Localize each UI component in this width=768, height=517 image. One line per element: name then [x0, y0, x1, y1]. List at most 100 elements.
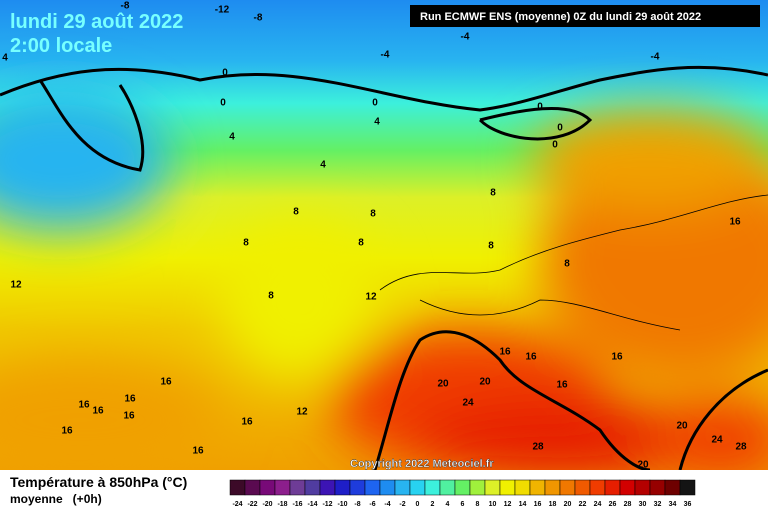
contour-label: 0 — [220, 98, 226, 109]
contour-label: -12 — [215, 5, 230, 16]
date-title: lundi 29 août 2022 — [10, 11, 183, 33]
scale-label: -14 — [307, 501, 317, 508]
scale-swatch — [304, 479, 321, 496]
scale-swatch — [349, 479, 366, 496]
contour-label: 16 — [192, 446, 204, 457]
contour-label: -8 — [254, 13, 263, 24]
scale-label: -8 — [354, 501, 360, 508]
scale-label: -4 — [384, 501, 390, 508]
temperature-field — [0, 90, 768, 480]
time-title: 2:00 locale — [10, 35, 112, 57]
isotherm — [478, 107, 593, 141]
scale-swatch — [394, 479, 411, 496]
contour-label: 20 — [479, 377, 491, 388]
scale-swatch — [469, 479, 486, 496]
contour-label: 16 — [525, 352, 537, 363]
contour-label: 16 — [499, 347, 511, 358]
contour-label: 12 — [365, 292, 377, 303]
scale-label: -22 — [247, 501, 257, 508]
scale-label: -24 — [232, 501, 242, 508]
scale-label: 24 — [594, 501, 602, 508]
scale-swatch — [454, 479, 471, 496]
scale-label: -6 — [369, 501, 375, 508]
contour-label: -4 — [651, 52, 660, 63]
scale-label: -10 — [337, 501, 347, 508]
contour-label: 16 — [160, 377, 172, 388]
scale-swatch — [439, 479, 456, 496]
contour-label: 20 — [676, 421, 688, 432]
scale-swatch — [229, 479, 246, 496]
scale-swatch — [559, 479, 576, 496]
scale-label: 8 — [476, 501, 480, 508]
copyright: Copyright 2022 Meteociel.fr — [350, 458, 494, 470]
scale-label: 0 — [416, 501, 420, 508]
contour-label: 4 — [229, 132, 235, 143]
scale-label: 22 — [579, 501, 587, 508]
scale-swatch — [679, 479, 696, 496]
contour-label: 16 — [123, 411, 135, 422]
contour-label: 8 — [564, 259, 570, 270]
run-label: Run ECMWF ENS (moyenne) 0Z du lundi 29 a… — [420, 11, 701, 23]
contour-label: 16 — [78, 400, 90, 411]
scale-swatch — [274, 479, 291, 496]
contour-label: 8 — [268, 291, 274, 302]
scale-swatch — [589, 479, 606, 496]
scale-label: -2 — [399, 501, 405, 508]
scale-label: 6 — [461, 501, 465, 508]
scale-swatch — [379, 479, 396, 496]
scale-swatch — [604, 479, 621, 496]
contour-label: 28 — [735, 442, 747, 453]
coastline — [379, 194, 768, 331]
scale-swatch — [649, 479, 666, 496]
contour-label: 16 — [92, 406, 104, 417]
contour-label: 24 — [462, 398, 474, 409]
contour-label: 8 — [243, 238, 249, 249]
contour-label: 8 — [490, 188, 496, 199]
scale-swatch — [334, 479, 351, 496]
isotherm — [38, 79, 145, 172]
contour-label: 16 — [729, 217, 741, 228]
contour-label: 0 — [222, 68, 228, 79]
scale-swatch — [544, 479, 561, 496]
scale-label: 10 — [489, 501, 497, 508]
scale-swatch — [664, 479, 681, 496]
scale-label: 32 — [654, 501, 662, 508]
scale-label: 4 — [446, 501, 450, 508]
scale-label: 20 — [564, 501, 572, 508]
scale-swatch — [619, 479, 636, 496]
scale-swatch — [484, 479, 501, 496]
scale-label: 14 — [519, 501, 527, 508]
scale-swatch — [244, 479, 261, 496]
scale-label: 26 — [609, 501, 617, 508]
scale-swatch — [364, 479, 381, 496]
contour-label: 16 — [61, 426, 73, 437]
scale-swatch — [529, 479, 546, 496]
scale-swatch — [289, 479, 306, 496]
legend-subtitle: moyenne (+0h) — [10, 492, 102, 506]
contour-label: 8 — [358, 238, 364, 249]
scale-swatch — [319, 479, 336, 496]
contour-label: -4 — [461, 32, 470, 43]
contour-label: -8 — [121, 1, 130, 12]
contour-label: 16 — [124, 394, 136, 405]
scale-swatch — [574, 479, 591, 496]
scale-label: 16 — [534, 501, 542, 508]
scale-swatch — [424, 479, 441, 496]
contour-label: 8 — [293, 207, 299, 218]
legend-title: Température à 850hPa (°C) — [10, 474, 187, 490]
contour-label: 20 — [637, 460, 649, 471]
scale-label: 12 — [504, 501, 512, 508]
scale-label: 28 — [624, 501, 632, 508]
contour-label: 12 — [296, 407, 308, 418]
scale-label: -20 — [262, 501, 272, 508]
scale-label: -16 — [292, 501, 302, 508]
contour-label: 16 — [556, 380, 568, 391]
isotherm — [0, 65, 768, 112]
contour-label: 8 — [488, 241, 494, 252]
contour-label: 8 — [370, 209, 376, 220]
scale-label: -12 — [322, 501, 332, 508]
run-box — [410, 5, 760, 27]
